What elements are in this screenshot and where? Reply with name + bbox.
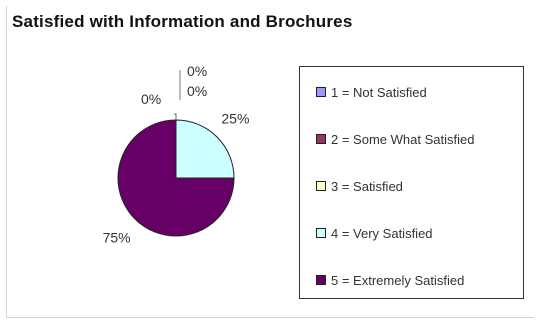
- legend-label: 5 = Extremely Satisfied: [331, 272, 465, 288]
- legend-label: 1 = Not Satisfied: [331, 84, 427, 100]
- legend-swatch: [316, 181, 326, 191]
- data-label-4: 25%: [221, 111, 249, 127]
- legend-label: 4 = Very Satisfied: [331, 225, 433, 241]
- legend-item: 4 = Very Satisfied: [316, 225, 433, 241]
- legend-label: 2 = Some What Satisfied: [331, 131, 475, 147]
- pie-slice-4: [175, 119, 235, 179]
- legend-swatch: [316, 87, 326, 97]
- data-label-2: 0%: [187, 83, 207, 99]
- legend-swatch: [316, 275, 326, 285]
- leader-line: [174, 113, 177, 120]
- legend-label: 3 = Satisfied: [331, 178, 403, 194]
- pie-slice-5: [117, 119, 235, 237]
- legend-item: 1 = Not Satisfied: [316, 84, 427, 100]
- chart-title: Satisfied with Information and Brochures: [12, 12, 353, 31]
- data-label-5: 75%: [103, 229, 131, 245]
- legend-swatch: [316, 134, 326, 144]
- chart-frame: [6, 6, 534, 318]
- data-label-1: 0%: [187, 63, 207, 79]
- chart-legend: 1 = Not Satisfied 2 = Some What Satisfied…: [299, 66, 524, 299]
- legend-item: 3 = Satisfied: [316, 178, 403, 194]
- data-label-3: 0%: [141, 91, 161, 107]
- legend-item: 2 = Some What Satisfied: [316, 131, 474, 147]
- legend-swatch: [316, 228, 326, 238]
- legend-item: 5 = Extremely Satisfied: [316, 272, 464, 288]
